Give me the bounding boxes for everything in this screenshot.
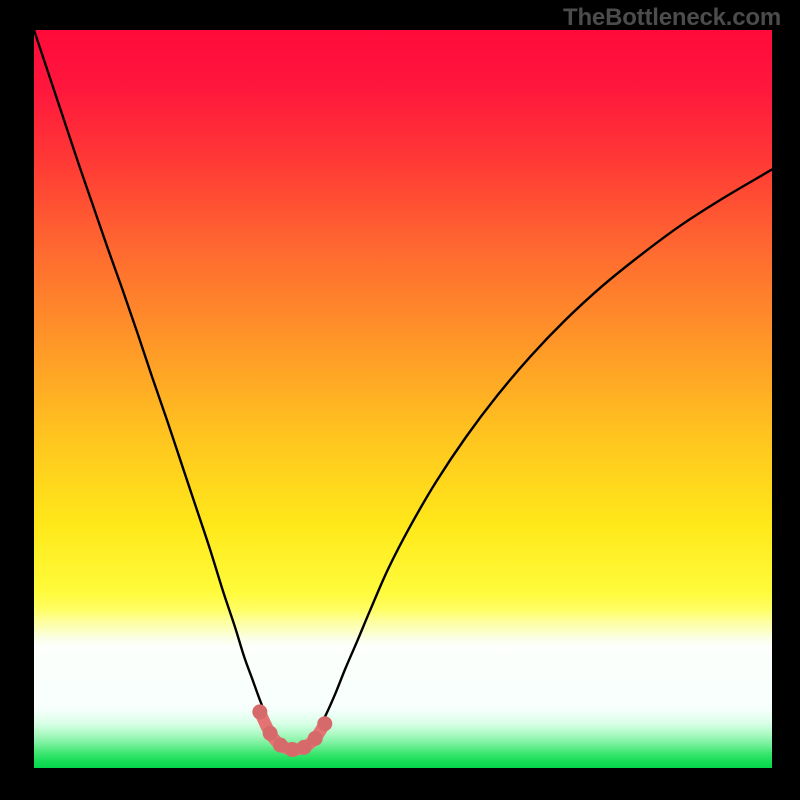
chart-svg (34, 30, 772, 768)
highlight-dot (263, 726, 278, 741)
highlight-dot (252, 704, 267, 719)
chart-frame (34, 30, 772, 768)
highlight-dot (317, 716, 332, 731)
watermark-text: TheBottleneck.com (563, 4, 781, 32)
gradient-background (34, 30, 772, 768)
highlight-dot (308, 731, 323, 746)
